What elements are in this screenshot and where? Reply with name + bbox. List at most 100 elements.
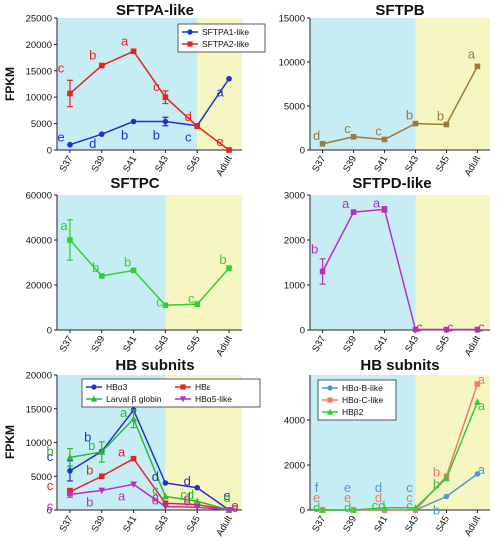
significance-label: c — [152, 483, 159, 498]
chart-panel-5: 0 5000 10000 15000 20000 S37 S39 S41 S43 S45 Adult… — [3, 357, 261, 538]
chart-panel-4: 0 1000 2000 3000 S37 S39 S41 S43 S45 Adult SFTPD-l… — [284, 175, 490, 358]
significance-label: e — [223, 488, 230, 503]
x-tick-label: S37 — [58, 514, 76, 534]
data-point — [162, 503, 169, 511]
x-tick-label: S41 — [121, 154, 139, 174]
y-tick-label: 10000 — [279, 58, 305, 69]
y-tick-label: 2000 — [284, 236, 305, 247]
legend: SFTPA1-like SFTPA2-like — [177, 23, 266, 53]
significance-label: c — [344, 121, 351, 136]
significance-label: d — [375, 480, 382, 495]
data-point — [162, 302, 169, 309]
chart-title: HB subnits — [115, 357, 194, 374]
y-tick-label: 0 — [300, 506, 305, 517]
x-tick-label: S41 — [121, 514, 139, 534]
y-tick-label: 40000 — [26, 236, 52, 247]
chart-panel-3: 0 20000 40000 60000 S37 S39 S41 S43 S45 Adult SFTP… — [26, 175, 242, 358]
series-line — [69, 457, 230, 511]
y-tick-label: 5000 — [284, 102, 305, 113]
data-point — [412, 504, 419, 511]
x-tick-label: S43 — [403, 334, 421, 354]
data-point — [443, 326, 450, 333]
x-tick-label: S43 — [153, 514, 171, 534]
series-line — [322, 66, 479, 145]
data-point — [194, 484, 201, 491]
significance-label: d — [313, 500, 320, 515]
data-point — [162, 118, 169, 125]
significance-label: a — [342, 196, 350, 211]
data-point — [350, 209, 357, 215]
legend-label: HBα-B-like — [342, 383, 383, 393]
data-point — [130, 415, 137, 422]
x-tick-label: S39 — [89, 334, 107, 354]
data-point — [98, 473, 105, 480]
significance-label: b — [219, 252, 226, 267]
significance-label: d — [344, 500, 351, 515]
data-point — [319, 506, 326, 513]
data-point — [319, 141, 326, 147]
y-tick-label: 1000 — [284, 281, 305, 292]
data-point — [381, 136, 388, 143]
chart-title: SFTPC — [110, 175, 159, 192]
late-stage-background — [165, 195, 242, 330]
significance-label: c — [156, 294, 163, 309]
y-tick-label: 10000 — [26, 93, 52, 104]
x-tick-label: S39 — [341, 514, 359, 534]
y-tick-label: 5000 — [31, 472, 52, 483]
significance-label: d — [152, 469, 159, 484]
legend-marker — [327, 385, 333, 391]
significance-label: c — [447, 320, 454, 335]
significance-label: b — [437, 108, 444, 123]
data-point — [443, 474, 450, 482]
significance-label: b — [84, 429, 91, 444]
data-point — [319, 268, 326, 275]
early-stage-background — [57, 195, 166, 330]
data-point — [443, 121, 450, 128]
legend-label: HBα3 — [106, 382, 128, 392]
data-point — [67, 90, 73, 97]
data-point — [350, 134, 357, 140]
data-point — [66, 491, 74, 499]
data-point — [98, 131, 105, 137]
significance-label: b — [153, 127, 160, 142]
significance-label: c — [185, 130, 192, 145]
x-tick-label: S43 — [403, 514, 421, 534]
significance-label: b — [121, 127, 128, 142]
series-sftpa1-like — [67, 75, 232, 148]
x-tick-label: S43 — [153, 154, 171, 174]
series-line — [69, 417, 230, 511]
y-tick-label: 20000 — [26, 371, 52, 382]
significance-label: c — [406, 480, 413, 495]
legend-label: Larval β globin — [106, 394, 162, 404]
legend: HBα-B-like HBα-C-like HBβ2 — [317, 379, 397, 421]
data-point — [474, 381, 481, 387]
significance-label: b — [86, 462, 93, 477]
y-tick-label: 20000 — [26, 40, 52, 51]
significance-label: e — [344, 480, 351, 495]
series-1 — [319, 63, 481, 147]
significance-label: d — [313, 128, 320, 143]
x-tick-label: S39 — [89, 514, 107, 534]
data-point — [130, 455, 137, 462]
significance-label: c — [47, 478, 54, 493]
x-tick-label: Adult — [463, 334, 484, 359]
data-point — [66, 453, 74, 461]
significance-label: a — [118, 445, 126, 460]
legend-label: SFTPA1-like — [202, 27, 249, 37]
y-tick-label: 20000 — [26, 281, 52, 292]
significance-label: d — [89, 136, 96, 151]
significance-label: a — [478, 398, 486, 413]
x-tick-label: Adult — [463, 514, 484, 539]
legend-marker — [187, 41, 193, 47]
significance-label: b — [89, 48, 96, 63]
y-tick-label: 15000 — [26, 404, 52, 415]
data-point — [67, 237, 73, 243]
significance-label: b — [433, 477, 440, 492]
x-tick-label: S41 — [372, 514, 390, 534]
series-hb-2 — [319, 398, 481, 513]
y-axis-label: FPKM — [3, 425, 17, 459]
data-point — [194, 123, 201, 130]
legend-marker — [91, 384, 97, 390]
data-point — [98, 62, 105, 69]
x-tick-label: S37 — [58, 334, 76, 354]
